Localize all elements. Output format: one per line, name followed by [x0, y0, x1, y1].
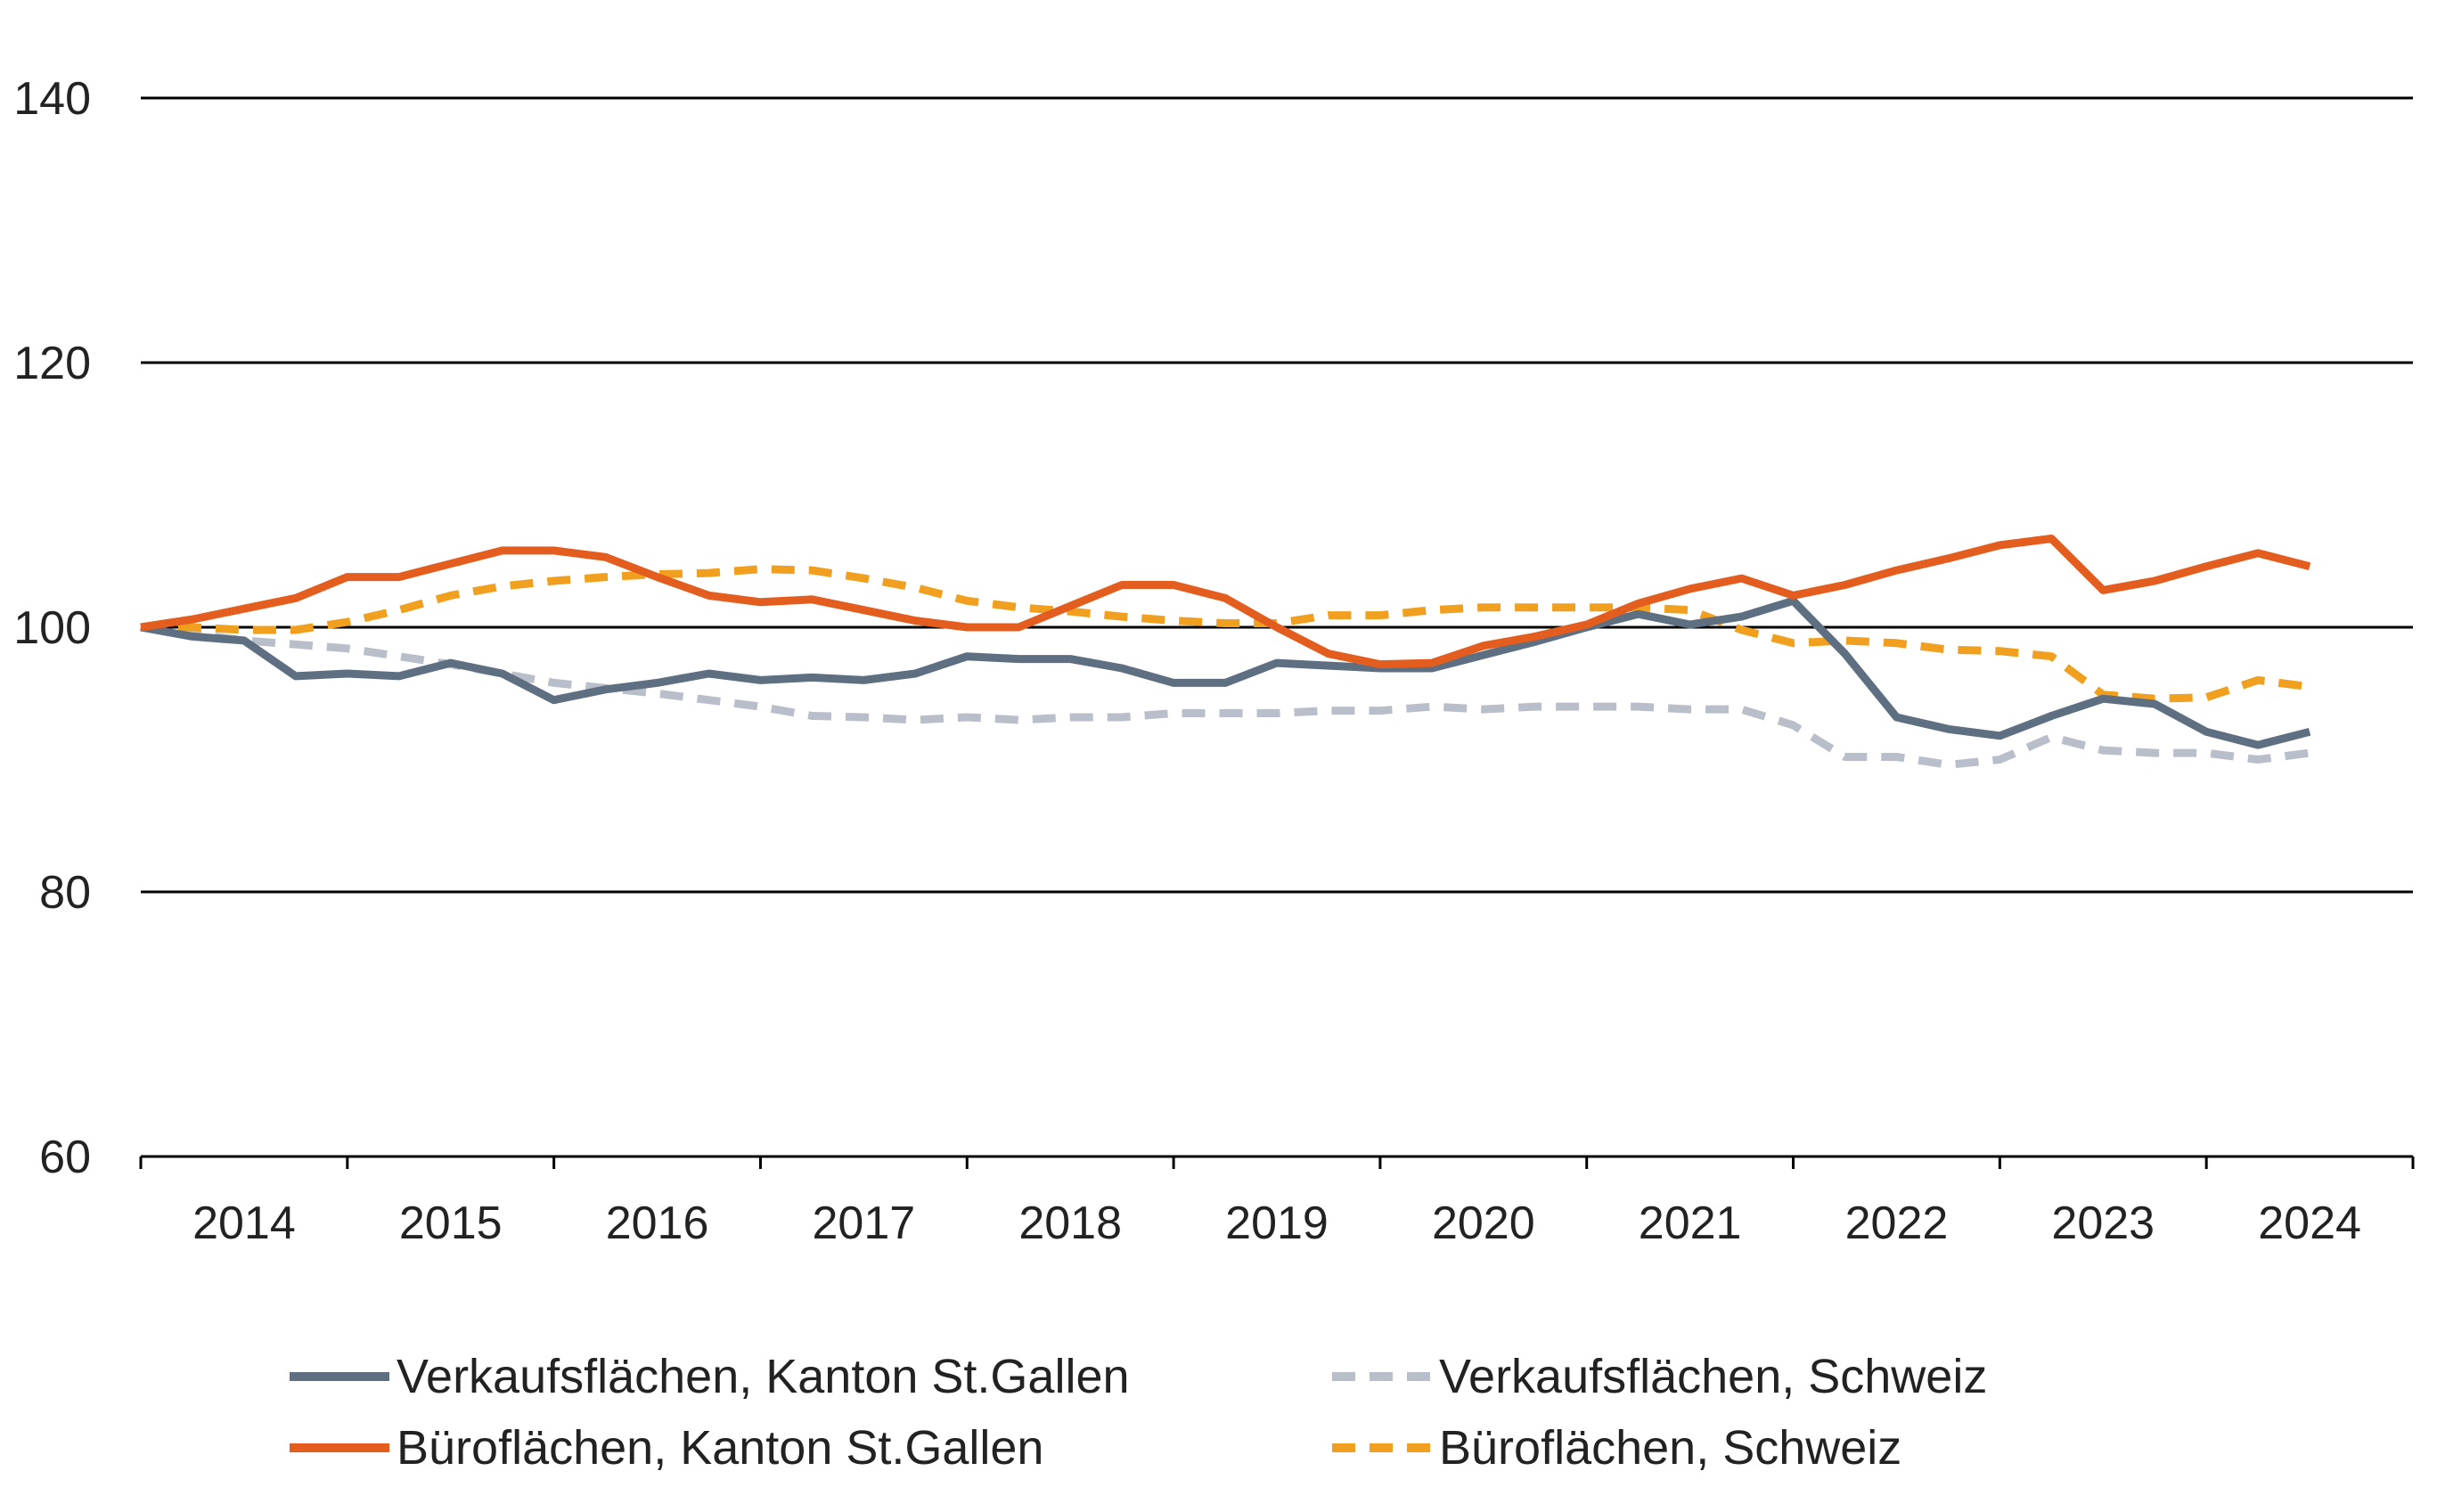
y-axis-tick-labels: 60 80 100 120 140: [13, 73, 91, 1183]
x-tick-label: 2016: [606, 1197, 709, 1249]
x-tick-label: 2022: [1845, 1197, 1949, 1249]
x-tick-label: 2021: [1639, 1197, 1742, 1249]
x-axis: [139, 1155, 2415, 1169]
x-tick-label: 2023: [2051, 1197, 2155, 1249]
series-line-3: [141, 565, 2310, 703]
series-line-2: [140, 535, 2311, 669]
series-line-0: [140, 596, 2311, 749]
y-tick-label: 140: [13, 73, 91, 125]
x-tick-label: 2014: [192, 1197, 296, 1249]
series-lines: [140, 535, 2311, 769]
y-tick-label: 120: [13, 338, 91, 389]
y-tick-label: 60: [39, 1132, 91, 1183]
x-tick-label: 2017: [813, 1197, 916, 1249]
x-tick-label: 2018: [1018, 1197, 1122, 1249]
x-tick-label: 2015: [399, 1197, 503, 1249]
y-tick-label: 80: [39, 867, 91, 919]
y-tick-label: 100: [13, 602, 91, 654]
series-line-1: [140, 623, 2310, 769]
x-tick-label: 2020: [1432, 1197, 1535, 1249]
x-tick-label: 2019: [1225, 1197, 1329, 1249]
gridlines: [141, 96, 2413, 894]
x-axis-tick-labels: 2014 2015 2016 2017 2018 2019 2020 2021 2022 2023…: [192, 1197, 2361, 1249]
x-tick-label: 2024: [2258, 1197, 2361, 1249]
